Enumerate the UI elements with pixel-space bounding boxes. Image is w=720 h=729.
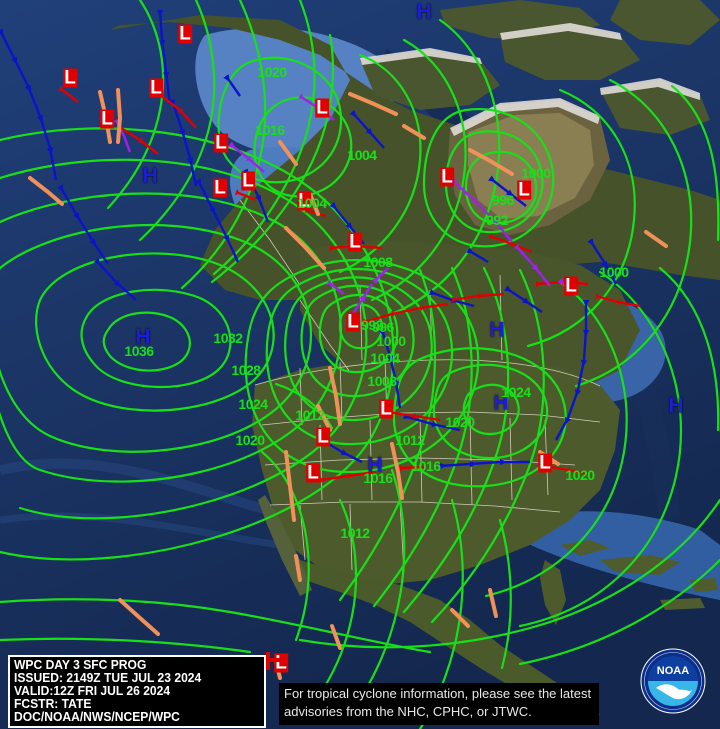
stationary-front [319,458,530,484]
noaa-logo: NOAA [640,648,706,714]
trough-lines [28,88,668,680]
legend-corner-tick-arm [266,658,280,662]
cold-fronts [0,9,618,464]
legend-agency: DOC/NOAA/NWS/NCEP/WPC [14,709,180,724]
tropical-cyclone-notice: For tropical cyclone information, please… [279,683,599,725]
product-legend-box: WPC DAY 3 SFC PROG ISSUED: 2149Z TUE JUL… [8,655,266,728]
legend-valid: VALID:12Z FRI JUL 26 2024 [14,683,171,698]
noaa-wordmark: NOAA [657,665,689,677]
legend-title: WPC DAY 3 SFC PROG [14,657,147,672]
warm-fronts [58,85,641,476]
legend-forecaster: FCSTR: TATE [14,696,92,711]
notice-line-2: advisories from the NHC, CPHC, or JTWC. [284,704,532,719]
legend-issued: ISSUED: 2149Z TUE JUL 23 2024 [14,670,202,685]
notice-line-1: For tropical cyclone information, please… [284,686,592,701]
